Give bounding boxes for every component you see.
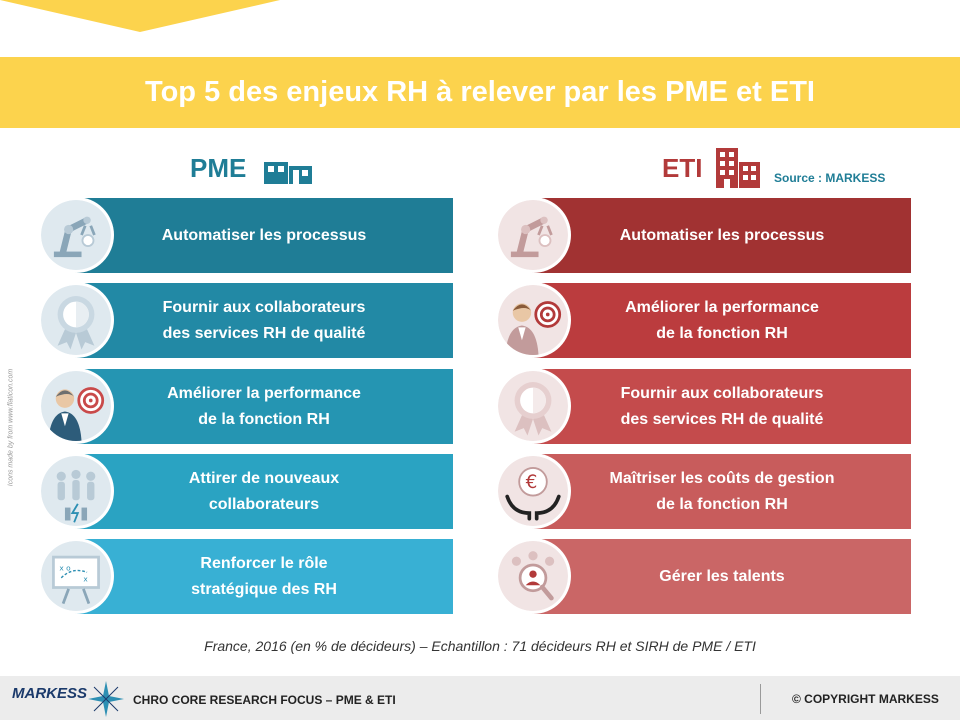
footer: MARKESS CHRO CORE RESEARCH FOCUS – PME &… xyxy=(0,676,960,720)
euro-hands-icon: € xyxy=(495,453,571,529)
robot-arm-icon xyxy=(38,197,114,273)
markess-logo: MARKESS xyxy=(12,685,88,702)
eti-heading: ETI xyxy=(662,153,703,183)
footer-divider xyxy=(760,684,761,714)
pme-row-5-label: Renforcer le rôle stratégique des RH xyxy=(191,554,337,598)
talent-search-icon xyxy=(495,538,571,614)
businessman-target-icon xyxy=(495,282,571,358)
small-building-icon xyxy=(264,162,312,184)
pme-row-1 xyxy=(75,198,453,273)
svg-text:x: x xyxy=(83,575,88,584)
robot-arm-icon xyxy=(495,197,571,273)
eti-row-2-label: Améliorer la performance de la fonction … xyxy=(625,298,819,342)
pme-row-1-label: Automatiser les processus xyxy=(161,226,367,244)
page-title: Top 5 des enjeux RH à relever par les PM… xyxy=(145,76,815,108)
eti-row-1 xyxy=(532,198,911,273)
star-burst-icon xyxy=(88,681,124,717)
footer-focus-label: CHRO CORE RESEARCH FOCUS – PME & ETI xyxy=(133,693,396,707)
eti-row-5 xyxy=(532,539,911,614)
icon-credit: Icons made by from www.flaticon.com xyxy=(3,340,17,520)
pme-row-4-label: Attirer de nouveaux collaborateurs xyxy=(188,469,340,513)
large-building-icon xyxy=(716,148,760,188)
eti-row-3-label: Fournir aux collaborateurs des services … xyxy=(620,384,824,428)
eti-row-2 xyxy=(532,283,911,358)
eti-row-3 xyxy=(532,369,911,444)
icon-credit-text: Icons made by from www.flaticon.com xyxy=(7,368,15,487)
pme-row-5 xyxy=(75,539,453,614)
eti-row-1-label: Automatiser les processus xyxy=(619,226,825,244)
eti-row-4-label: Maîtriser les coûts de gestion de la fon… xyxy=(609,469,835,513)
copyright-label: © COPYRIGHT MARKESS xyxy=(792,692,939,706)
pme-row-3 xyxy=(75,369,453,444)
svg-text:x o: x o xyxy=(59,563,71,572)
eti-row-5-label: Gérer les talents xyxy=(659,567,785,585)
people-magnet-icon xyxy=(38,453,114,529)
pme-row-2 xyxy=(75,283,453,358)
businessman-target-icon xyxy=(38,368,114,444)
strategy-board-icon: x o x xyxy=(38,538,114,614)
award-medal-icon xyxy=(495,368,571,444)
pme-row-3-label: Améliorer la performance de la fonction … xyxy=(167,384,361,428)
award-medal-icon xyxy=(38,282,114,358)
sample-caption: France, 2016 (en % de décideurs) – Echan… xyxy=(204,638,756,654)
source-label: Source : MARKESS xyxy=(774,171,886,185)
eti-row-4 xyxy=(532,454,911,529)
top-triangle-decoration xyxy=(0,0,280,32)
pme-row-4 xyxy=(75,454,453,529)
svg-text:€: € xyxy=(526,472,538,493)
pme-heading: PME xyxy=(190,153,247,183)
title-banner: Top 5 des enjeux RH à relever par les PM… xyxy=(0,57,960,128)
pme-row-2-label: Fournir aux collaborateurs des services … xyxy=(162,298,366,342)
